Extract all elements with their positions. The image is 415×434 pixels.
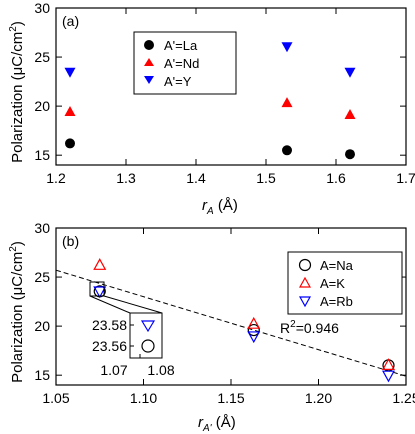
- legend-marker-k: [298, 276, 312, 288]
- b-xtick-label: 1.25: [392, 390, 415, 406]
- a-xtick-label: 1.2: [46, 170, 66, 186]
- b-ytick-label: 25: [34, 269, 50, 285]
- panel-a-plot-frame: [55, 7, 407, 166]
- panel-a: 1.2 1.3 1.4 1.5 1.6 1.7 15 20 25 30 (a) A'=La A'…: [8, 0, 415, 217]
- legend-label-la: A'=La: [164, 38, 198, 53]
- b-point-3-1: [93, 286, 107, 299]
- legend-marker-nd: [144, 58, 154, 66]
- a-ytick-label: 15: [34, 147, 50, 163]
- b-xtick-label: 1.20: [305, 390, 332, 406]
- inset-xtick-label-right: 1.08: [147, 362, 174, 378]
- panel-a-x-ticks: 1.2 1.3 1.4 1.5 1.6 1.7: [46, 8, 415, 186]
- b-ytick-label: 15: [34, 367, 50, 383]
- panel-b-r2-annotation: R2=0.946: [280, 319, 339, 336]
- panel-b-markers: [93, 258, 396, 383]
- panel-a-ylabel: Polarization (μC/cm2): [8, 21, 26, 163]
- panel-b-inset: 23.58 23.56 1.07 1.08: [89, 281, 175, 378]
- panel-b-x-ticks: 1.05 1.10 1.15 1.20 1.25: [42, 228, 415, 406]
- panel-a-markers: [64, 42, 356, 160]
- legend-label-na: A=Na: [320, 258, 354, 273]
- b-point-3-2: [247, 331, 261, 344]
- legend-label-rb: A=Rb: [320, 294, 353, 309]
- panel-a-y-ticks: 15 20 25 30: [34, 0, 406, 163]
- a-point-2-1: [64, 106, 76, 117]
- a-xtick-label: 1.4: [186, 170, 206, 186]
- a-ytick-label: 30: [34, 0, 50, 16]
- a-point-3-1: [64, 67, 76, 78]
- panel-b-label: (b): [62, 233, 79, 249]
- a-point-3-2: [281, 42, 293, 53]
- a-xtick-label: 1.3: [116, 170, 136, 186]
- inset-marker-na: [141, 339, 155, 353]
- a-point-3-3: [344, 67, 356, 78]
- legend-marker-la: [144, 40, 154, 50]
- panel-b-y-ticks: 15 20 25 30: [34, 220, 406, 383]
- b-ytick-label: 30: [34, 220, 50, 236]
- panel-a-label: (a): [62, 13, 79, 29]
- panel-a-legend: A'=La A'=Nd A'=Y: [133, 31, 237, 95]
- b-xtick-label: 1.10: [130, 390, 157, 406]
- zoom-source-box: [89, 281, 105, 297]
- inset-ytick-label-lower: 23.56: [92, 338, 127, 354]
- panel-b-xlabel: rA' (Å): [198, 414, 236, 434]
- a-point-1-3: [345, 149, 355, 160]
- inset-ytick-label-upper: 23.58: [92, 317, 127, 333]
- a-xtick-label: 1.5: [256, 170, 276, 186]
- a-point-2-3: [344, 108, 356, 119]
- a-ytick-label: 20: [34, 98, 50, 114]
- b-point-2-1: [93, 258, 107, 270]
- panel-b-legend: A=Na A=K A=Rb: [287, 251, 403, 315]
- b-ytick-label: 20: [34, 318, 50, 334]
- b-xtick-label: 1.05: [42, 390, 69, 406]
- a-point-1-2: [282, 145, 292, 156]
- legend-marker-y: [144, 76, 154, 84]
- panel-b-ylabel: Polarization (μC/cm2): [8, 241, 26, 383]
- panel-b-fit-line: [55, 269, 407, 377]
- legend-marker-na: [298, 258, 312, 272]
- b-xtick-label: 1.15: [217, 390, 244, 406]
- a-point-2-2: [281, 97, 293, 108]
- b-point-2-2: [247, 316, 261, 329]
- inset-xtick-label-left: 1.07: [100, 362, 127, 378]
- legend-label-y: A'=Y: [164, 74, 192, 89]
- a-point-1-1: [65, 138, 75, 149]
- a-xtick-label: 1.7: [396, 170, 415, 186]
- zoom-connector-left: [89, 295, 131, 314]
- legend-label-k: A=K: [320, 276, 345, 291]
- a-xtick-label: 1.6: [326, 170, 346, 186]
- zoom-connector-right: [103, 295, 163, 314]
- b-point-2-3: [381, 358, 396, 370]
- panel-a-xlabel: rA (Å): [202, 197, 238, 217]
- a-ytick-label: 25: [34, 49, 50, 65]
- b-point-1-2: [247, 323, 260, 337]
- legend-label-nd: A'=Nd: [164, 56, 199, 71]
- b-point-3-3: [381, 370, 396, 383]
- legend-marker-rb: [298, 296, 312, 308]
- inset-marker-rb: [140, 320, 156, 333]
- panel-b-legend-box: [287, 251, 403, 315]
- panel-b: 1.05 1.10 1.15 1.20 1.25 15 20 25 30 (b) A=Na A…: [8, 220, 415, 434]
